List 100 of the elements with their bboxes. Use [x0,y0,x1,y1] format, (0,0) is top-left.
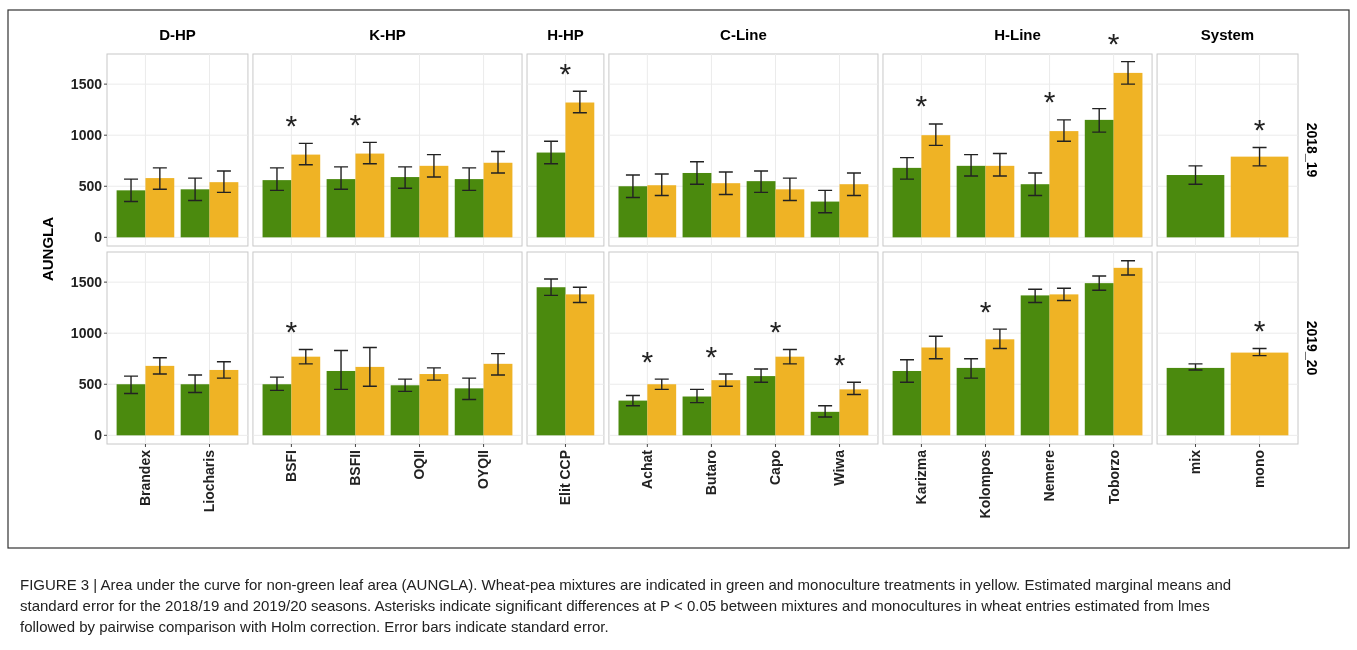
x-tick-label: mix [1187,449,1204,475]
bar [892,370,922,436]
bar [711,380,741,436]
bar [326,179,356,238]
annotation: * [559,56,572,90]
bar [985,165,1015,238]
x-tick-label: Nemere [1041,449,1058,502]
x-tick-label: Wiwa [831,449,848,486]
x-tick-label: Brandex [137,449,154,507]
x-tick-label: Karizma [913,449,930,505]
x-tick-label: Achat [639,449,656,489]
bar [291,356,321,436]
bar [682,396,712,436]
x-tick-label: mono [1251,450,1268,489]
bar [1020,295,1050,436]
annotation: * [1043,85,1056,119]
y2-axis-title: 2018_19 [1304,122,1321,178]
annotation: * [285,108,298,142]
bar [956,367,986,436]
bar [1113,72,1143,238]
bar [180,189,210,238]
bar [262,384,292,436]
bar [618,400,648,436]
bar [682,172,712,238]
bar [355,153,385,238]
y-tick-label: 1000 [70,127,103,144]
y-tick-label: 1500 [70,274,103,291]
bar [262,180,292,238]
bar [839,389,869,436]
bar [1020,184,1050,238]
bar [483,363,513,436]
annotation: * [1253,112,1266,146]
annotation: * [641,344,654,378]
bar [390,177,420,238]
bar [419,165,449,238]
bar [483,162,513,238]
bar [145,178,175,238]
bar [390,385,420,436]
bar [775,189,805,238]
bar [985,339,1015,436]
chart-title: K-HP [369,26,406,43]
bar [618,186,648,238]
x-tick-label: BSFI [283,450,300,482]
caption: FIGURE 3 | Area under the curve for non-green leaf area (AUNGLA). Wheat-pea mixtures are indicated in green and monoculture treatments in yellow. Estimated marginal means and standard error for the 2018/19 and 2019/20 seasons. Asterisks indicate significant differences at P < 0.05 between mixtures and monocultures in wheat entries estimated from lmes followed by pairwise comparison with Holm correction. Error bars indicate standard error. [20,576,1232,635]
bar [1084,283,1114,436]
annotation: * [979,294,992,328]
annotation: * [833,347,846,381]
chart-title: H-HP [547,26,584,43]
y-tick-label: 0 [94,229,103,246]
bar [1084,119,1114,238]
x-tick-label: Kolompos [977,449,994,519]
y-tick-label: 0 [94,427,103,444]
annotation: * [1253,314,1266,348]
bar [419,374,449,436]
bar [746,181,776,238]
bar [454,388,484,436]
y-tick-label: 500 [78,178,103,195]
bar [355,366,385,436]
bar [746,376,776,436]
annotation: * [915,89,928,123]
chart-title: C-Line [720,26,767,43]
bar [956,165,986,238]
y-tick-label: 1000 [70,325,103,342]
x-tick-label: Capo [767,450,784,485]
bar [839,184,869,238]
bar [921,135,951,238]
bar [116,190,146,238]
annotation: * [285,315,298,349]
annotation: * [769,315,782,349]
bar [454,179,484,238]
x-tick-label: BSFII [347,450,364,486]
y2-axis-title: 2019_20 [1304,320,1321,376]
bar [647,185,677,238]
bar [647,384,677,436]
bar [810,201,840,238]
bar [291,154,321,238]
y-tick-label: 1500 [70,76,103,93]
x-tick-label: Liocharis [201,449,218,513]
bar [775,356,805,436]
y-axis-title: AUNGLA [39,216,57,282]
bar [326,370,356,436]
bar [921,347,951,436]
x-tick-label: Butaro [703,450,720,496]
chart-title: H-Line [994,26,1041,43]
bar [892,167,922,238]
bar [711,183,741,238]
annotation: * [349,107,362,141]
x-tick-label: Toborzo [1105,450,1122,505]
x-tick-label: OYQII [475,450,492,489]
chart-title: D-HP [159,26,196,43]
annotation: * [705,339,718,373]
annotation: * [1107,27,1120,61]
bar [810,411,840,436]
bar [1113,267,1143,436]
bar [1049,294,1079,436]
bar [209,182,239,238]
y-tick-label: 500 [78,376,103,393]
chart-title: System [1200,26,1255,43]
bar [1049,131,1079,238]
x-tick-label: OQII [411,450,428,480]
